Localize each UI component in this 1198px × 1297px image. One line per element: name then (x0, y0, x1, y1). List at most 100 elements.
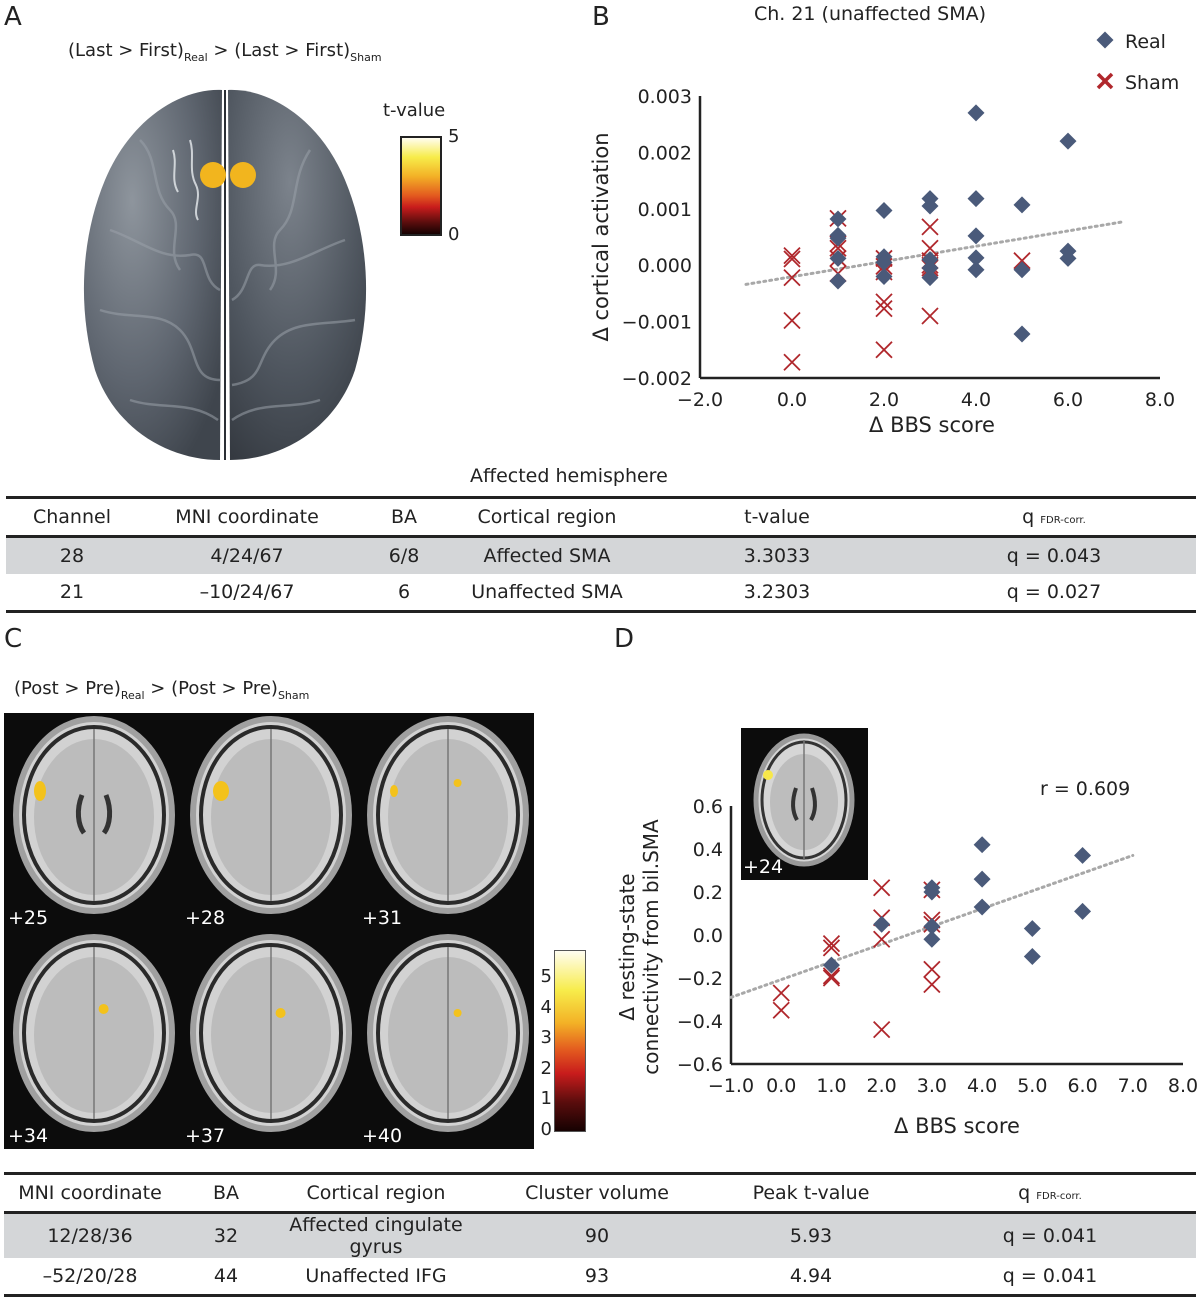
mri-slice: +37 (183, 933, 359, 1149)
brain-slice-image (190, 716, 352, 914)
point-sham (783, 250, 801, 268)
slice-label: +34 (8, 1125, 49, 1147)
table-clusters: MNI coordinate BA Cortical region Cluste… (4, 1172, 1196, 1297)
point-sham (873, 1020, 891, 1039)
panel-c-contrast: (Post > Pre)Real > (Post > Pre)Sham (14, 678, 309, 702)
y-tick-label: 0.001 (638, 199, 692, 221)
chart-b-title: Ch. 21 (unaffected SMA) (754, 3, 986, 25)
legend-real-label: Real (1125, 31, 1166, 53)
slice-label: +31 (362, 907, 403, 929)
legend-sham-label: Sham (1125, 72, 1179, 94)
table-row: 28 4/24/67 6/8 Affected SMA 3.3033 q = 0… (6, 536, 1196, 574)
point-real (875, 267, 893, 285)
point-real (1074, 902, 1092, 920)
cell-tvalue: 3.3033 (743, 545, 811, 567)
point-sham (783, 268, 801, 287)
brain-slice-image (13, 934, 175, 1132)
table-top-caption: Affected hemisphere (470, 465, 668, 487)
table-bottom-header-row: MNI coordinate BA Cortical region Cluste… (4, 1173, 1196, 1213)
y-tick-label: −0.2 (677, 968, 723, 990)
activation-blob (34, 781, 46, 801)
q-sub: FDR-corr. (1036, 1191, 1082, 1202)
colorbar-c-tick: 0 (540, 1119, 552, 1140)
brain-slice-image (13, 716, 175, 914)
point-real (829, 229, 847, 247)
cell-q: q = 0.041 (1002, 1225, 1098, 1247)
colorbar-c-ticks: 5 4 3 2 1 0 (536, 950, 554, 1140)
point-real (967, 104, 985, 122)
point-real (967, 227, 985, 245)
point-real (967, 190, 985, 208)
y-tick-label: 0.0 (693, 925, 723, 947)
chart-b-legend: Real Sham (1096, 31, 1179, 94)
table-row: 12/28/36 32 Affected cingulate gyrus 90 … (4, 1212, 1196, 1258)
inset-slice-label: +24 (743, 856, 784, 878)
x-tick-label: 6.0 (1067, 1075, 1097, 1097)
inset-brain-slice (753, 733, 855, 867)
point-sham (822, 939, 841, 957)
y-tick-label: 0.2 (693, 882, 723, 904)
cell-region: Unaffected IFG (305, 1265, 447, 1287)
x-tick-label: 2.0 (867, 1075, 897, 1097)
point-sham (822, 969, 841, 987)
y-tick-label: −0.001 (622, 312, 692, 334)
brain-slice-image (190, 934, 352, 1132)
y-tick-label: 0.003 (638, 86, 692, 108)
legend-sham-marker (1096, 72, 1114, 90)
colorbar-c-tick: 4 (540, 996, 552, 1018)
activation-blob (98, 1004, 109, 1014)
x-tick-label: −1.0 (708, 1075, 754, 1097)
q-label: q (1018, 1182, 1031, 1204)
chart-d-xlabel: Δ BBS score (894, 1114, 1020, 1138)
col-header-mni: MNI coordinate (18, 1182, 162, 1204)
x-tick-label: 8.0 (1145, 389, 1175, 411)
col-header-ba: BA (212, 1182, 240, 1204)
y-tick-label: 0.6 (693, 796, 723, 818)
contrast-part2: > (Post > Pre) (144, 678, 278, 699)
cell-region: Unaffected SMA (471, 581, 623, 603)
q-label: q (1022, 506, 1035, 528)
point-real (923, 917, 941, 935)
x-tick-label: 0.0 (766, 1075, 796, 1097)
x-tick-label: 3.0 (917, 1075, 947, 1097)
point-sham (921, 239, 939, 257)
panel-a-contrast: (Last > First)Real > (Last > First)Sham (68, 40, 382, 64)
point-real (1013, 325, 1031, 343)
point-real (923, 883, 941, 901)
point-sham (783, 311, 801, 330)
point-real (973, 870, 991, 888)
colorbar-a-min: 0 (448, 224, 460, 245)
table-top-header-row: Channel MNI coordinate BA Cortical regio… (6, 497, 1196, 537)
table-row: 21 –10/24/67 6 Unaffected SMA 3.2303 q =… (6, 574, 1196, 612)
chart-d-ylabel-line2: connectivity from bil.SMA (639, 819, 663, 1075)
point-sham (875, 293, 893, 311)
chart-d-annotation: r = 0.609 (1040, 778, 1130, 800)
chart-b-xlabel: Δ BBS score (869, 413, 995, 437)
point-sham (873, 930, 891, 948)
y-tick-label: −0.002 (622, 368, 692, 390)
contrast-sub1: Real (183, 51, 208, 64)
y-tick-label: 0.000 (638, 255, 692, 277)
mri-slice: +31 (360, 715, 536, 931)
point-sham (923, 960, 941, 979)
point-sham (822, 967, 841, 985)
slice-label: +28 (185, 907, 226, 929)
colorbar-c-tick: 1 (540, 1088, 552, 1110)
point-sham (921, 218, 939, 236)
x-tick-label: 8.0 (1168, 1075, 1198, 1097)
col-header-peak-t: Peak t-value (752, 1182, 870, 1204)
cell-mni: –10/24/67 (199, 581, 295, 603)
col-header-mni: MNI coordinate (175, 506, 319, 528)
cell-cluster-volume: 90 (584, 1225, 610, 1247)
colorbar-a (400, 136, 442, 236)
brain-slice-image (367, 934, 529, 1132)
cell-ba: 44 (213, 1265, 239, 1287)
x-tick-label: −2.0 (677, 389, 723, 411)
point-real (875, 253, 893, 271)
cell-mni: 4/24/67 (210, 545, 284, 567)
slice-label: +25 (8, 907, 49, 929)
cell-cluster-volume: 93 (584, 1265, 610, 1287)
mri-slice: +25 (6, 715, 182, 931)
cell-region: Affected SMA (483, 545, 611, 567)
contrast-sub2: Sham (277, 689, 310, 702)
